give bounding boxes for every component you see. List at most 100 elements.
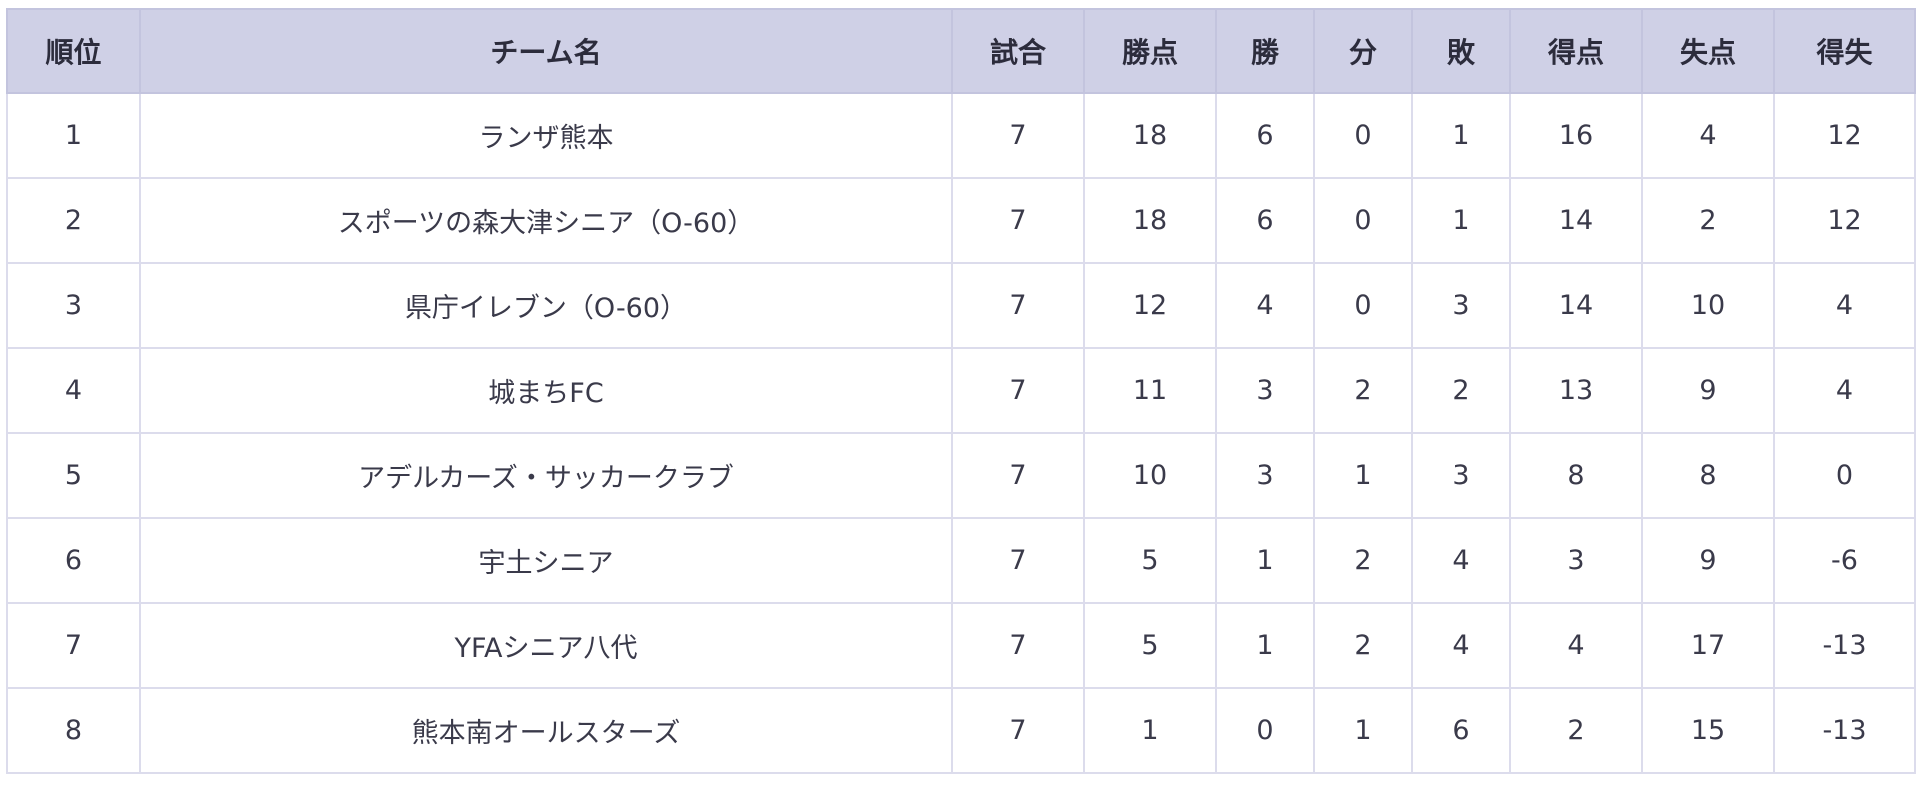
cell-goals-against: 2 [1641,177,1775,264]
cell-losses: 1 [1411,177,1511,264]
cell-goals-for: 14 [1509,177,1643,264]
cell-goals-for: 8 [1509,432,1643,519]
header-goal-difference: 得失 [1773,8,1916,94]
cell-team-name: ランザ熊本 [139,92,953,179]
table-row: 3 県庁イレブン（O-60） 7 12 4 0 3 14 10 4 [6,262,1916,349]
cell-matches: 7 [951,347,1085,434]
header-losses: 敗 [1411,8,1511,94]
header-goals-against: 失点 [1641,8,1775,94]
header-wins: 勝 [1215,8,1315,94]
cell-wins: 0 [1215,687,1315,774]
cell-team-name: 県庁イレブン（O-60） [139,262,953,349]
cell-rank: 8 [6,687,141,774]
cell-goal-difference: 4 [1773,262,1916,349]
cell-draws: 1 [1313,432,1413,519]
cell-team-name: アデルカーズ・サッカークラブ [139,432,953,519]
cell-goals-against: 9 [1641,517,1775,604]
header-goals-for: 得点 [1509,8,1643,94]
cell-rank: 6 [6,517,141,604]
cell-losses: 4 [1411,517,1511,604]
header-team-name: チーム名 [139,8,953,94]
cell-points: 18 [1083,92,1217,179]
cell-goal-difference: 12 [1773,177,1916,264]
header-row: 順位 チーム名 試合 勝点 勝 分 敗 得点 失点 得失 [6,8,1916,94]
cell-matches: 7 [951,262,1085,349]
cell-goals-for: 16 [1509,92,1643,179]
cell-rank: 3 [6,262,141,349]
cell-team-name: 熊本南オールスターズ [139,687,953,774]
table-header: 順位 チーム名 試合 勝点 勝 分 敗 得点 失点 得失 [6,8,1916,94]
cell-points: 5 [1083,517,1217,604]
cell-wins: 1 [1215,517,1315,604]
cell-wins: 6 [1215,177,1315,264]
cell-losses: 6 [1411,687,1511,774]
cell-team-name: 宇土シニア [139,517,953,604]
cell-draws: 0 [1313,92,1413,179]
cell-goal-difference: 4 [1773,347,1916,434]
table-row: 2 スポーツの森大津シニア（O-60） 7 18 6 0 1 14 2 12 [6,177,1916,264]
cell-matches: 7 [951,432,1085,519]
cell-wins: 6 [1215,92,1315,179]
cell-team-name: 城まちFC [139,347,953,434]
cell-goals-for: 14 [1509,262,1643,349]
cell-rank: 4 [6,347,141,434]
cell-draws: 1 [1313,687,1413,774]
cell-points: 11 [1083,347,1217,434]
cell-rank: 1 [6,92,141,179]
cell-draws: 0 [1313,177,1413,264]
table-row: 7 YFAシニア八代 7 5 1 2 4 4 17 -13 [6,602,1916,689]
cell-goals-against: 17 [1641,602,1775,689]
cell-rank: 7 [6,602,141,689]
header-draws: 分 [1313,8,1413,94]
cell-matches: 7 [951,177,1085,264]
table-row: 6 宇土シニア 7 5 1 2 4 3 9 -6 [6,517,1916,604]
cell-draws: 2 [1313,347,1413,434]
cell-goals-against: 8 [1641,432,1775,519]
cell-wins: 4 [1215,262,1315,349]
cell-matches: 7 [951,517,1085,604]
cell-goal-difference: -13 [1773,602,1916,689]
standings-table-container: 順位 チーム名 試合 勝点 勝 分 敗 得点 失点 得失 1 ランザ熊本 7 1… [6,8,1916,774]
header-rank: 順位 [6,8,141,94]
cell-goals-against: 10 [1641,262,1775,349]
cell-losses: 4 [1411,602,1511,689]
cell-wins: 3 [1215,432,1315,519]
cell-draws: 2 [1313,602,1413,689]
header-matches: 試合 [951,8,1085,94]
cell-team-name: スポーツの森大津シニア（O-60） [139,177,953,264]
cell-points: 18 [1083,177,1217,264]
table-row: 4 城まちFC 7 11 3 2 2 13 9 4 [6,347,1916,434]
cell-losses: 1 [1411,92,1511,179]
cell-goals-for: 3 [1509,517,1643,604]
cell-losses: 3 [1411,262,1511,349]
cell-rank: 2 [6,177,141,264]
cell-goals-for: 2 [1509,687,1643,774]
cell-wins: 1 [1215,602,1315,689]
table-row: 8 熊本南オールスターズ 7 1 0 1 6 2 15 -13 [6,687,1916,774]
cell-matches: 7 [951,687,1085,774]
cell-goal-difference: -6 [1773,517,1916,604]
cell-points: 1 [1083,687,1217,774]
cell-draws: 2 [1313,517,1413,604]
table-row: 5 アデルカーズ・サッカークラブ 7 10 3 1 3 8 8 0 [6,432,1916,519]
cell-goals-against: 4 [1641,92,1775,179]
cell-goals-for: 4 [1509,602,1643,689]
cell-matches: 7 [951,602,1085,689]
cell-team-name: YFAシニア八代 [139,602,953,689]
cell-matches: 7 [951,92,1085,179]
cell-wins: 3 [1215,347,1315,434]
table-body: 1 ランザ熊本 7 18 6 0 1 16 4 12 2 スポーツの森大津シニア… [6,92,1916,774]
cell-points: 10 [1083,432,1217,519]
cell-points: 12 [1083,262,1217,349]
cell-goal-difference: 0 [1773,432,1916,519]
table-row: 1 ランザ熊本 7 18 6 0 1 16 4 12 [6,92,1916,179]
cell-goals-against: 9 [1641,347,1775,434]
cell-rank: 5 [6,432,141,519]
cell-goal-difference: -13 [1773,687,1916,774]
standings-table: 順位 チーム名 試合 勝点 勝 分 敗 得点 失点 得失 1 ランザ熊本 7 1… [6,8,1916,774]
cell-goals-against: 15 [1641,687,1775,774]
cell-goals-for: 13 [1509,347,1643,434]
cell-goal-difference: 12 [1773,92,1916,179]
header-points: 勝点 [1083,8,1217,94]
cell-points: 5 [1083,602,1217,689]
